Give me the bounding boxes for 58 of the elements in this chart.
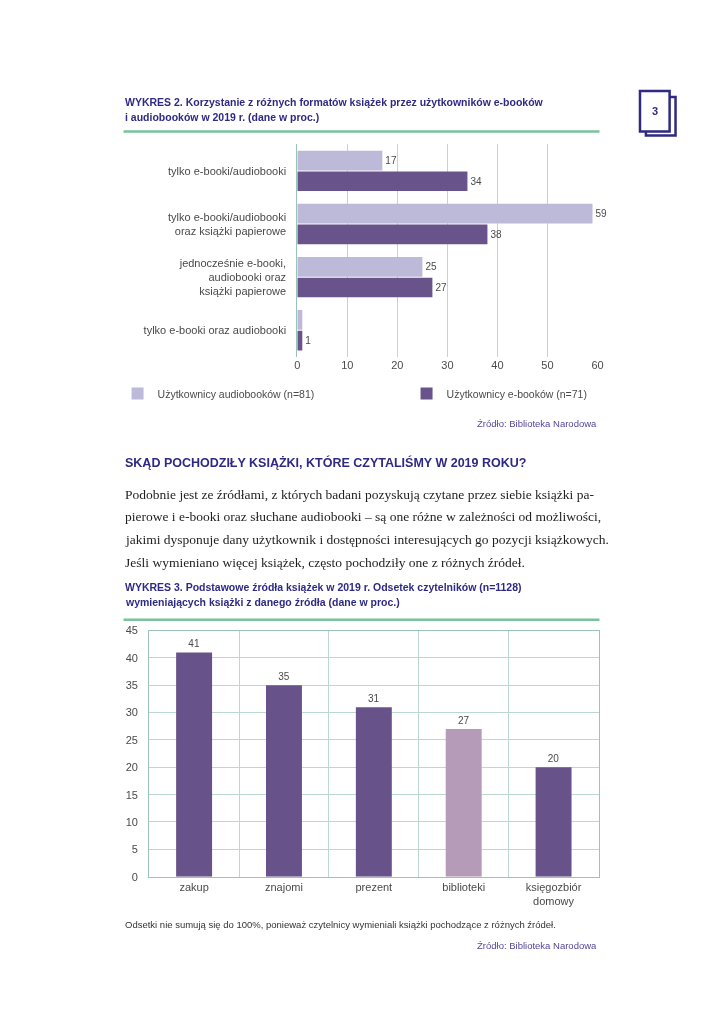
data-label: 41 (188, 638, 200, 650)
bar (265, 685, 302, 877)
y-tick-label: 5 (131, 843, 138, 856)
x-tick-label: biblioteki (442, 880, 486, 893)
text: Źródło: Biblioteka Narodowa (477, 418, 598, 429)
text: Źródło: Biblioteka Narodowa (477, 940, 598, 951)
x-tick-label: 10 (341, 358, 354, 371)
bar (176, 652, 213, 877)
x-tick-label: znajomi (265, 880, 303, 893)
data-label: 17 (385, 155, 397, 167)
data-label: 27 (435, 282, 447, 294)
x-tick-label: 0 (294, 358, 301, 371)
data-label: 31 (368, 693, 380, 705)
y-tick-label: 0 (131, 870, 138, 883)
text: Odsetki nie sumują się do 100%, ponieważ czytelnicy wymieniali książki pochodzące z różnych źródeł. (125, 919, 556, 930)
bar (297, 203, 593, 224)
bar (297, 150, 383, 171)
x-tick-label: 20 (391, 358, 404, 371)
x-tick-label: 60 (591, 358, 604, 371)
x-tick-label: zakup (179, 880, 209, 893)
x-tick-label: 40 (491, 358, 504, 371)
x-tick-label: prezent (355, 880, 393, 893)
data-label: 59 (595, 208, 608, 220)
bar (535, 767, 572, 877)
chart-title: WYKRES 3. Podstawowe źródła książek w 2019 r. Odsetek czytelników (n=1128) wymieniających książki z danego źródła (dane w proc.) (125, 581, 522, 608)
data-label: 38 (490, 228, 502, 240)
y-tick-label: 10 (125, 815, 138, 828)
y-tick-label: 30 (125, 706, 138, 719)
bar (445, 729, 482, 877)
data-label: 25 (425, 261, 437, 273)
x-tick-label: 50 (541, 358, 554, 371)
bar (355, 707, 392, 877)
bar (297, 256, 423, 277)
data-label: 34 (470, 175, 482, 187)
y-tick-label: tylko e-booki/audiobooki (168, 164, 287, 177)
data-label: 1 (305, 335, 312, 347)
y-tick-label: 35 (125, 679, 138, 692)
y-tick-label: 45 (125, 624, 138, 637)
data-label: 27 (457, 715, 470, 727)
y-tick-label: jednocześnie e-booki, audiobooki oraz książki papierowe (178, 256, 287, 298)
bar (297, 224, 488, 245)
y-tick-label: 40 (125, 651, 138, 664)
x-tick-label: 30 (441, 358, 454, 371)
bar (297, 171, 468, 192)
y-tick-label: tylko e-booki/audiobooki oraz książki papierowe (168, 210, 287, 238)
text: Podobnie jest ze źródłami, z których badani pozyskują czytane przez siebie książki pa- pierowe i e-booki oraz słuchane audiobooki – są one różne w zależności od możliwości, jakimi dysponuje dany użytkownik i dostępności interesujących go pozycji książkowych. Jeśli wymieniano więcej książek, często pochodziły one z różnych źródeł. (125, 487, 609, 570)
legend-label: Użytkownicy audiobooków (n=81) (157, 387, 315, 400)
text: 3 (652, 105, 659, 117)
chart-title: WYKRES 2. Korzystanie z różnych formatów książek przez użytkowników e-booków i audiobooków w 2019 r. (dane w proc.) (125, 96, 544, 123)
legend-label: Użytkownicy e-booków (n=71) (446, 387, 587, 400)
text: SKĄD POCHODZIŁY KSIĄŻKI, KTÓRE CZYTALIŚMY W 2019 ROKU? (125, 455, 527, 470)
x-tick-label: księgozbiór domowy (525, 880, 582, 908)
y-tick-label: 20 (125, 761, 138, 774)
data-label: 20 (547, 753, 560, 765)
y-tick-label: 15 (125, 788, 138, 801)
y-tick-label: tylko e-booki oraz audiobooki (143, 324, 287, 337)
y-tick-label: 25 (125, 733, 138, 746)
bar (297, 277, 433, 298)
